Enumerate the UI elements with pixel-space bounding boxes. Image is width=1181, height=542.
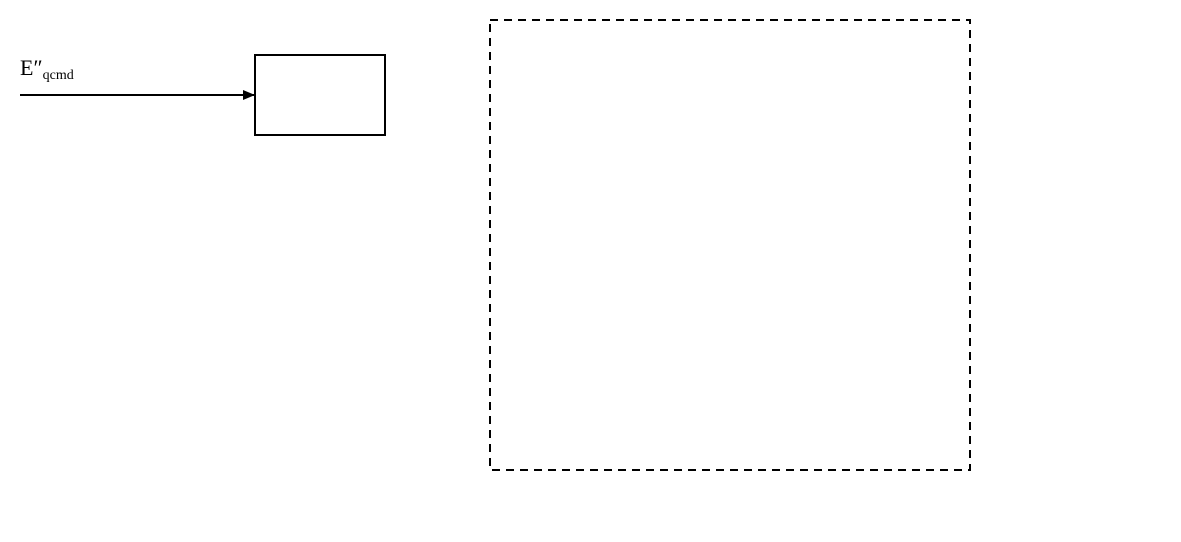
network-interface-box bbox=[490, 20, 970, 470]
label-eqcmd: E″qcmd bbox=[20, 55, 74, 83]
